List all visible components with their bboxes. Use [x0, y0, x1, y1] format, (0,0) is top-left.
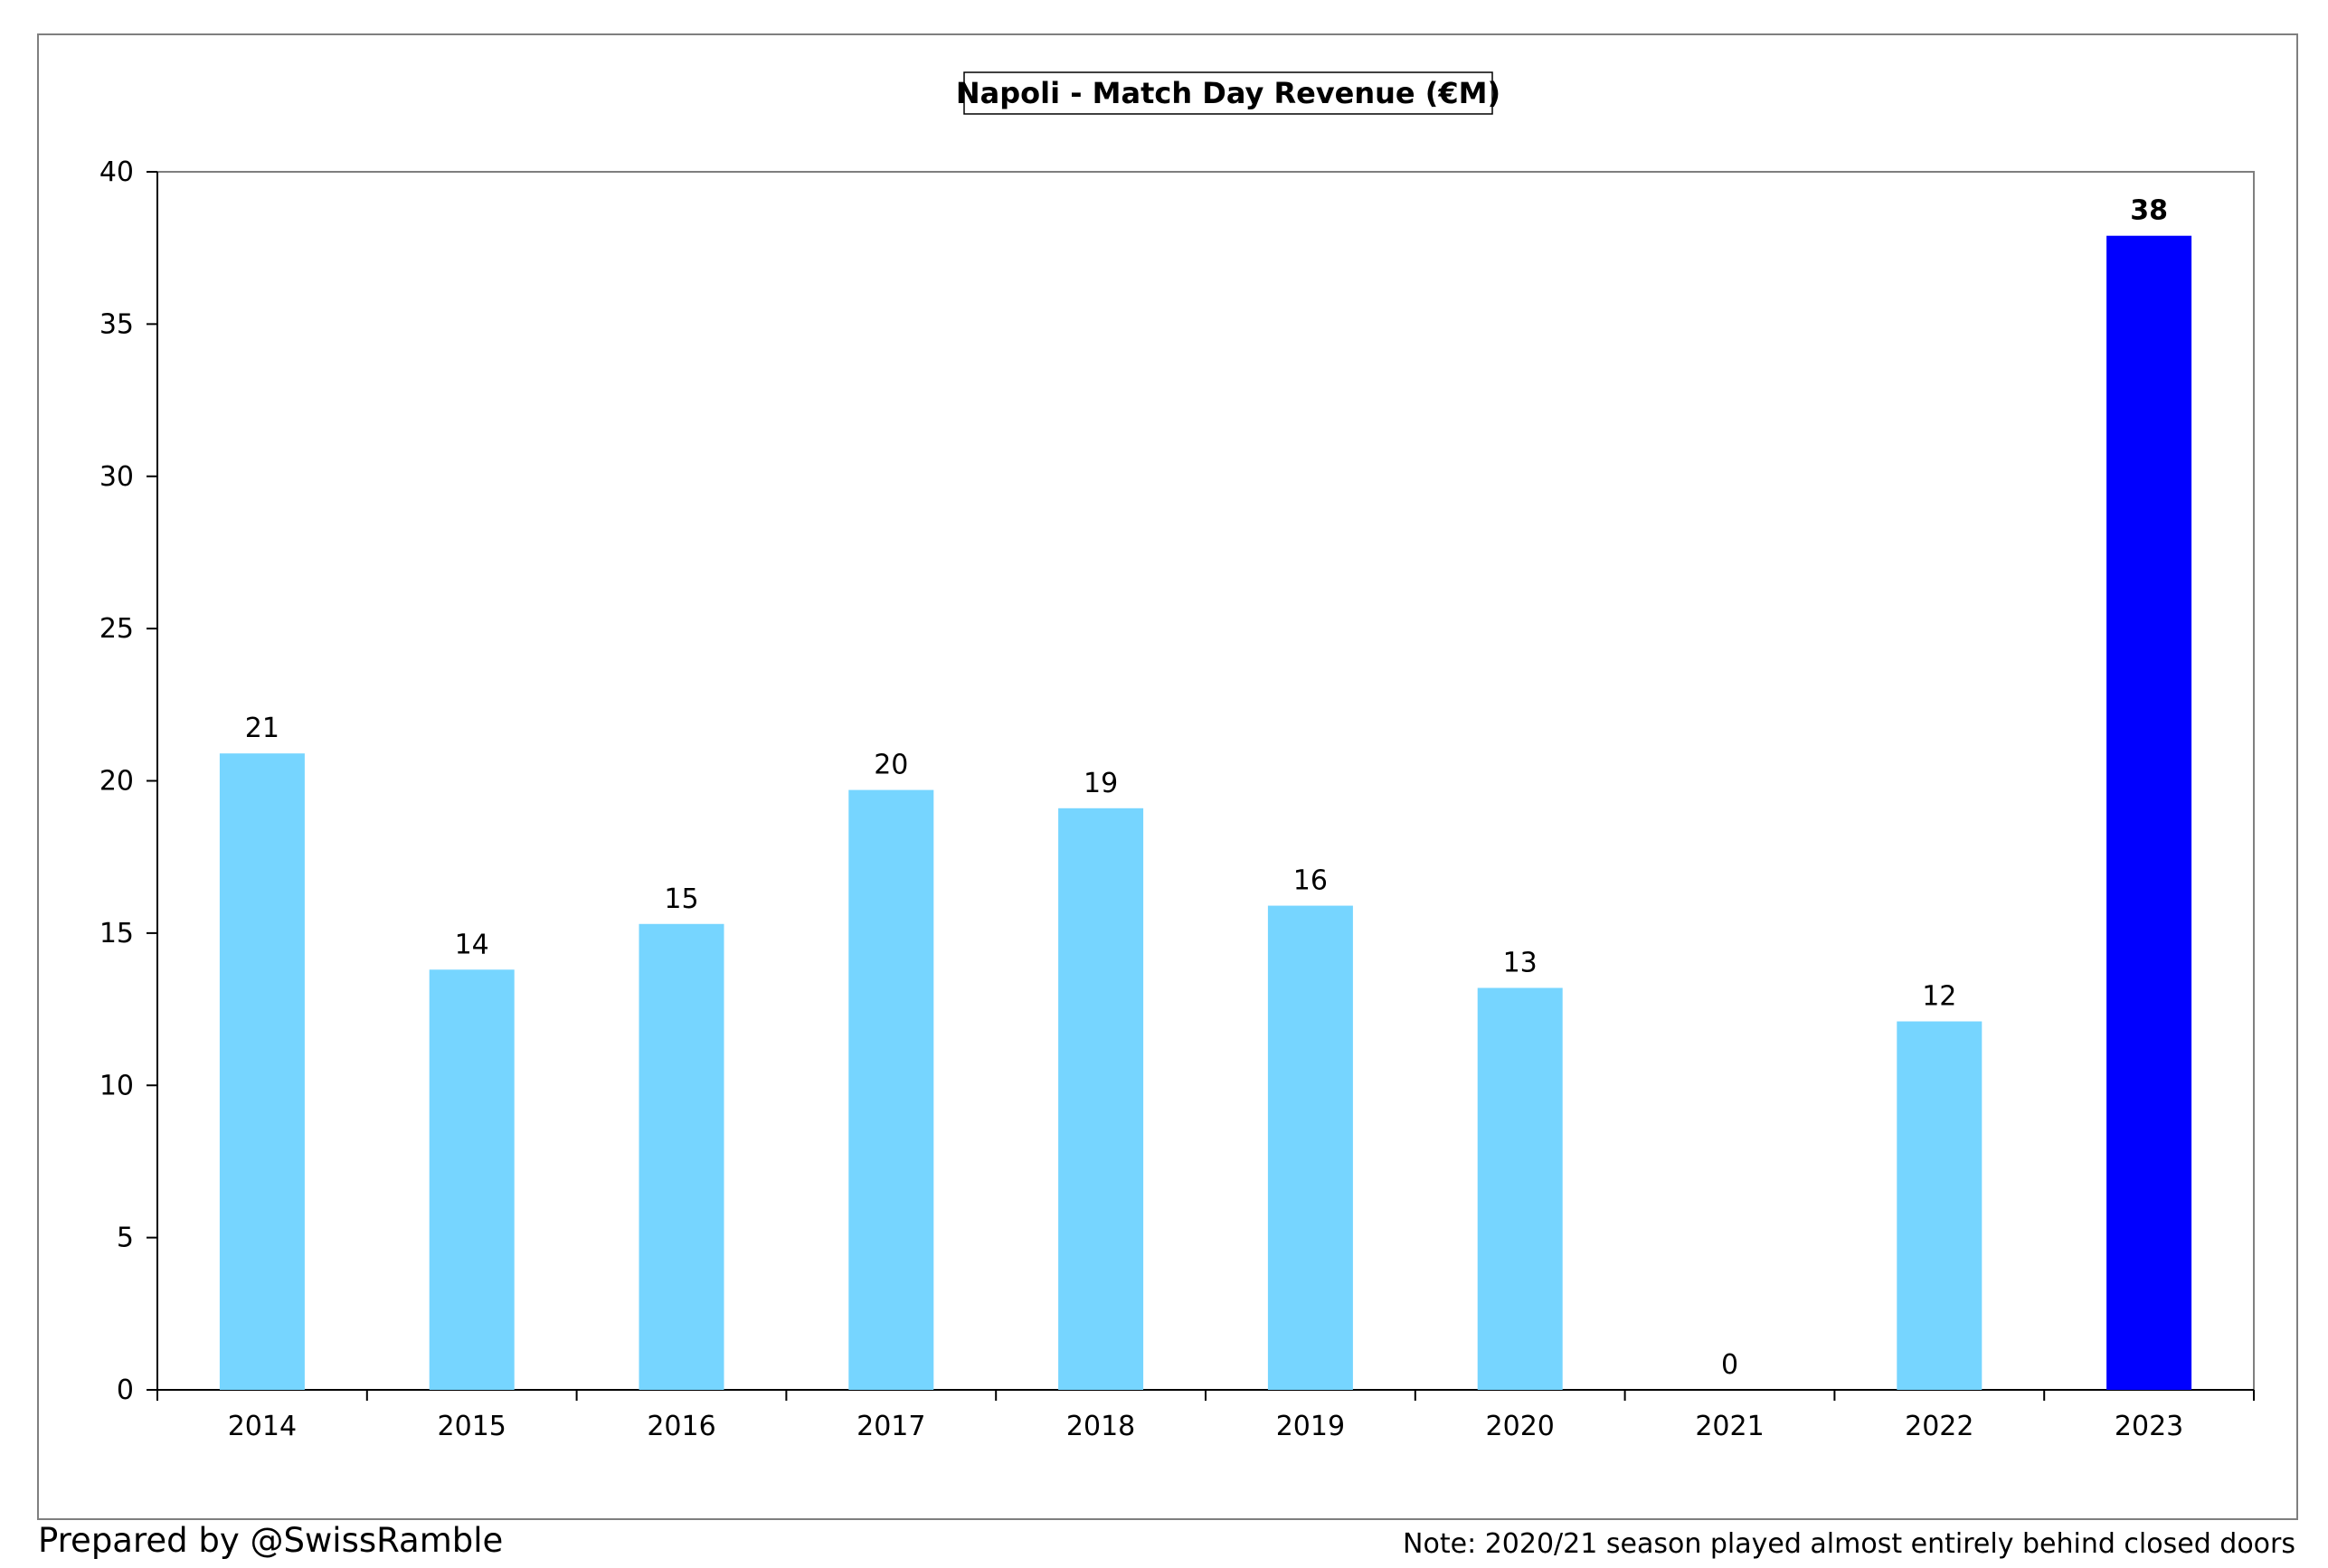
bar: [1267, 905, 1353, 1390]
x-tick-label: 2023: [2115, 1411, 2183, 1442]
bar-value-label: 16: [1293, 865, 1328, 897]
y-axis: 0 5 10 15 20 25 30 35 40: [99, 156, 158, 1406]
footnote-text: Note: 2020/21 season played almost entir…: [1403, 1528, 2295, 1560]
bar-value-label: 21: [245, 713, 279, 744]
y-tick-label: 5: [117, 1223, 134, 1254]
y-tick-label: 35: [99, 308, 134, 340]
bar-value-label: 12: [1922, 981, 1956, 1013]
x-tick-label: 2022: [1905, 1411, 1973, 1442]
bar: [219, 753, 305, 1390]
x-tick-label: 2020: [1486, 1411, 1555, 1442]
chart-title: Napoli - Match Day Revenue (€M): [956, 76, 1500, 110]
bar: [2106, 235, 2192, 1390]
y-tick-label: 25: [99, 613, 134, 645]
bar-value-label: 38: [2130, 195, 2168, 227]
bar: [429, 969, 515, 1390]
x-tick-label: 2016: [647, 1411, 715, 1442]
bar: [1477, 987, 1563, 1390]
x-tick-label: 2017: [856, 1411, 925, 1442]
x-tick-label: 2018: [1066, 1411, 1135, 1442]
chart-title-box: [963, 71, 1493, 115]
bar-value-label: 14: [455, 929, 489, 960]
credit-text: Prepared by @SwissRamble: [38, 1521, 504, 1560]
bar-value-label: 15: [664, 883, 698, 915]
bars: [219, 235, 2192, 1390]
bar: [848, 789, 934, 1390]
bar-value-label: 20: [874, 750, 908, 781]
x-tick-label: 2015: [438, 1411, 506, 1442]
bar-labels: 21 14 15 20 19 16 13 0 12 38: [245, 195, 2168, 1381]
x-tick-label: 2021: [1695, 1411, 1764, 1442]
bar-value-label: 0: [1721, 1349, 1738, 1381]
bar: [1058, 808, 1144, 1390]
y-tick-label: 10: [99, 1070, 134, 1101]
y-tick-label: 0: [117, 1374, 134, 1406]
x-tick-label: 2019: [1276, 1411, 1345, 1442]
bar: [1897, 1021, 1983, 1390]
bar-value-label: 19: [1084, 768, 1118, 799]
bar-value-label: 13: [1503, 947, 1538, 978]
y-tick-label: 20: [99, 766, 134, 798]
y-tick-label: 15: [99, 918, 134, 949]
y-tick-label: 30: [99, 461, 134, 493]
x-tick-label: 2014: [228, 1411, 297, 1442]
y-tick-label: 40: [99, 156, 134, 188]
bar: [639, 923, 724, 1390]
